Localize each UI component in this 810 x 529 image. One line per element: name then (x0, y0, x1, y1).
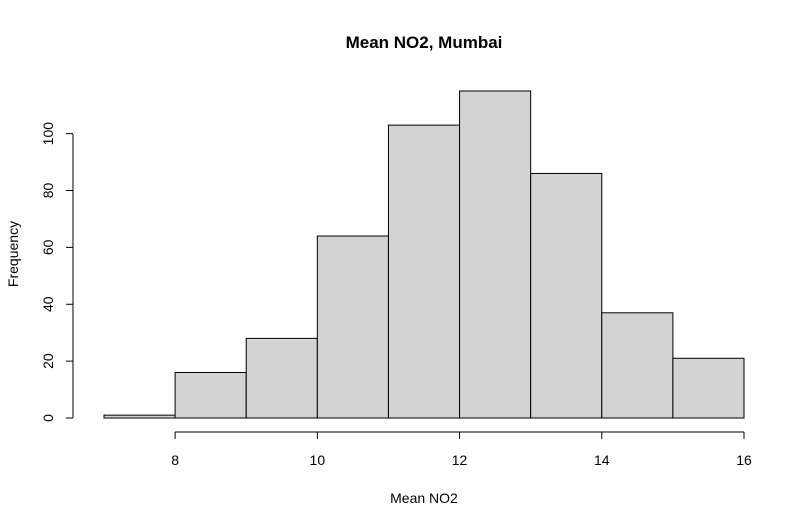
histogram-bar-6 (459, 90, 532, 419)
histogram-bar-5 (387, 124, 461, 419)
histogram-bar-8 (601, 312, 674, 419)
x-ticks-group: 8 10 12 14 16 (171, 432, 752, 468)
y-tick-label: 40 (40, 296, 56, 312)
y-tick-label: 100 (40, 122, 56, 146)
y-ticks-group: 0 20 40 60 80 100 (40, 122, 73, 422)
x-axis-label: Mean NO2 (390, 490, 458, 506)
y-axis-label: Frequency (5, 221, 21, 287)
y-tick-label: 0 (40, 414, 56, 422)
x-tick-label: 10 (310, 452, 326, 468)
histogram-bar-1 (103, 414, 176, 419)
histogram-bar-3 (245, 337, 318, 419)
x-tick-label: 16 (736, 452, 752, 468)
chart-title: Mean NO2, Mumbai (346, 33, 503, 52)
histogram-bar-7 (530, 172, 603, 419)
histogram-bar-4 (316, 235, 389, 419)
y-tick-label: 20 (40, 353, 56, 369)
histogram-bar-9 (672, 357, 745, 419)
y-tick-label: 60 (40, 239, 56, 255)
x-tick-label: 14 (594, 452, 610, 468)
x-tick-label: 12 (452, 452, 468, 468)
y-tick-label: 80 (40, 183, 56, 199)
histogram-bar-2 (174, 372, 247, 419)
x-tick-label: 8 (171, 452, 179, 468)
bars-group (103, 90, 745, 419)
